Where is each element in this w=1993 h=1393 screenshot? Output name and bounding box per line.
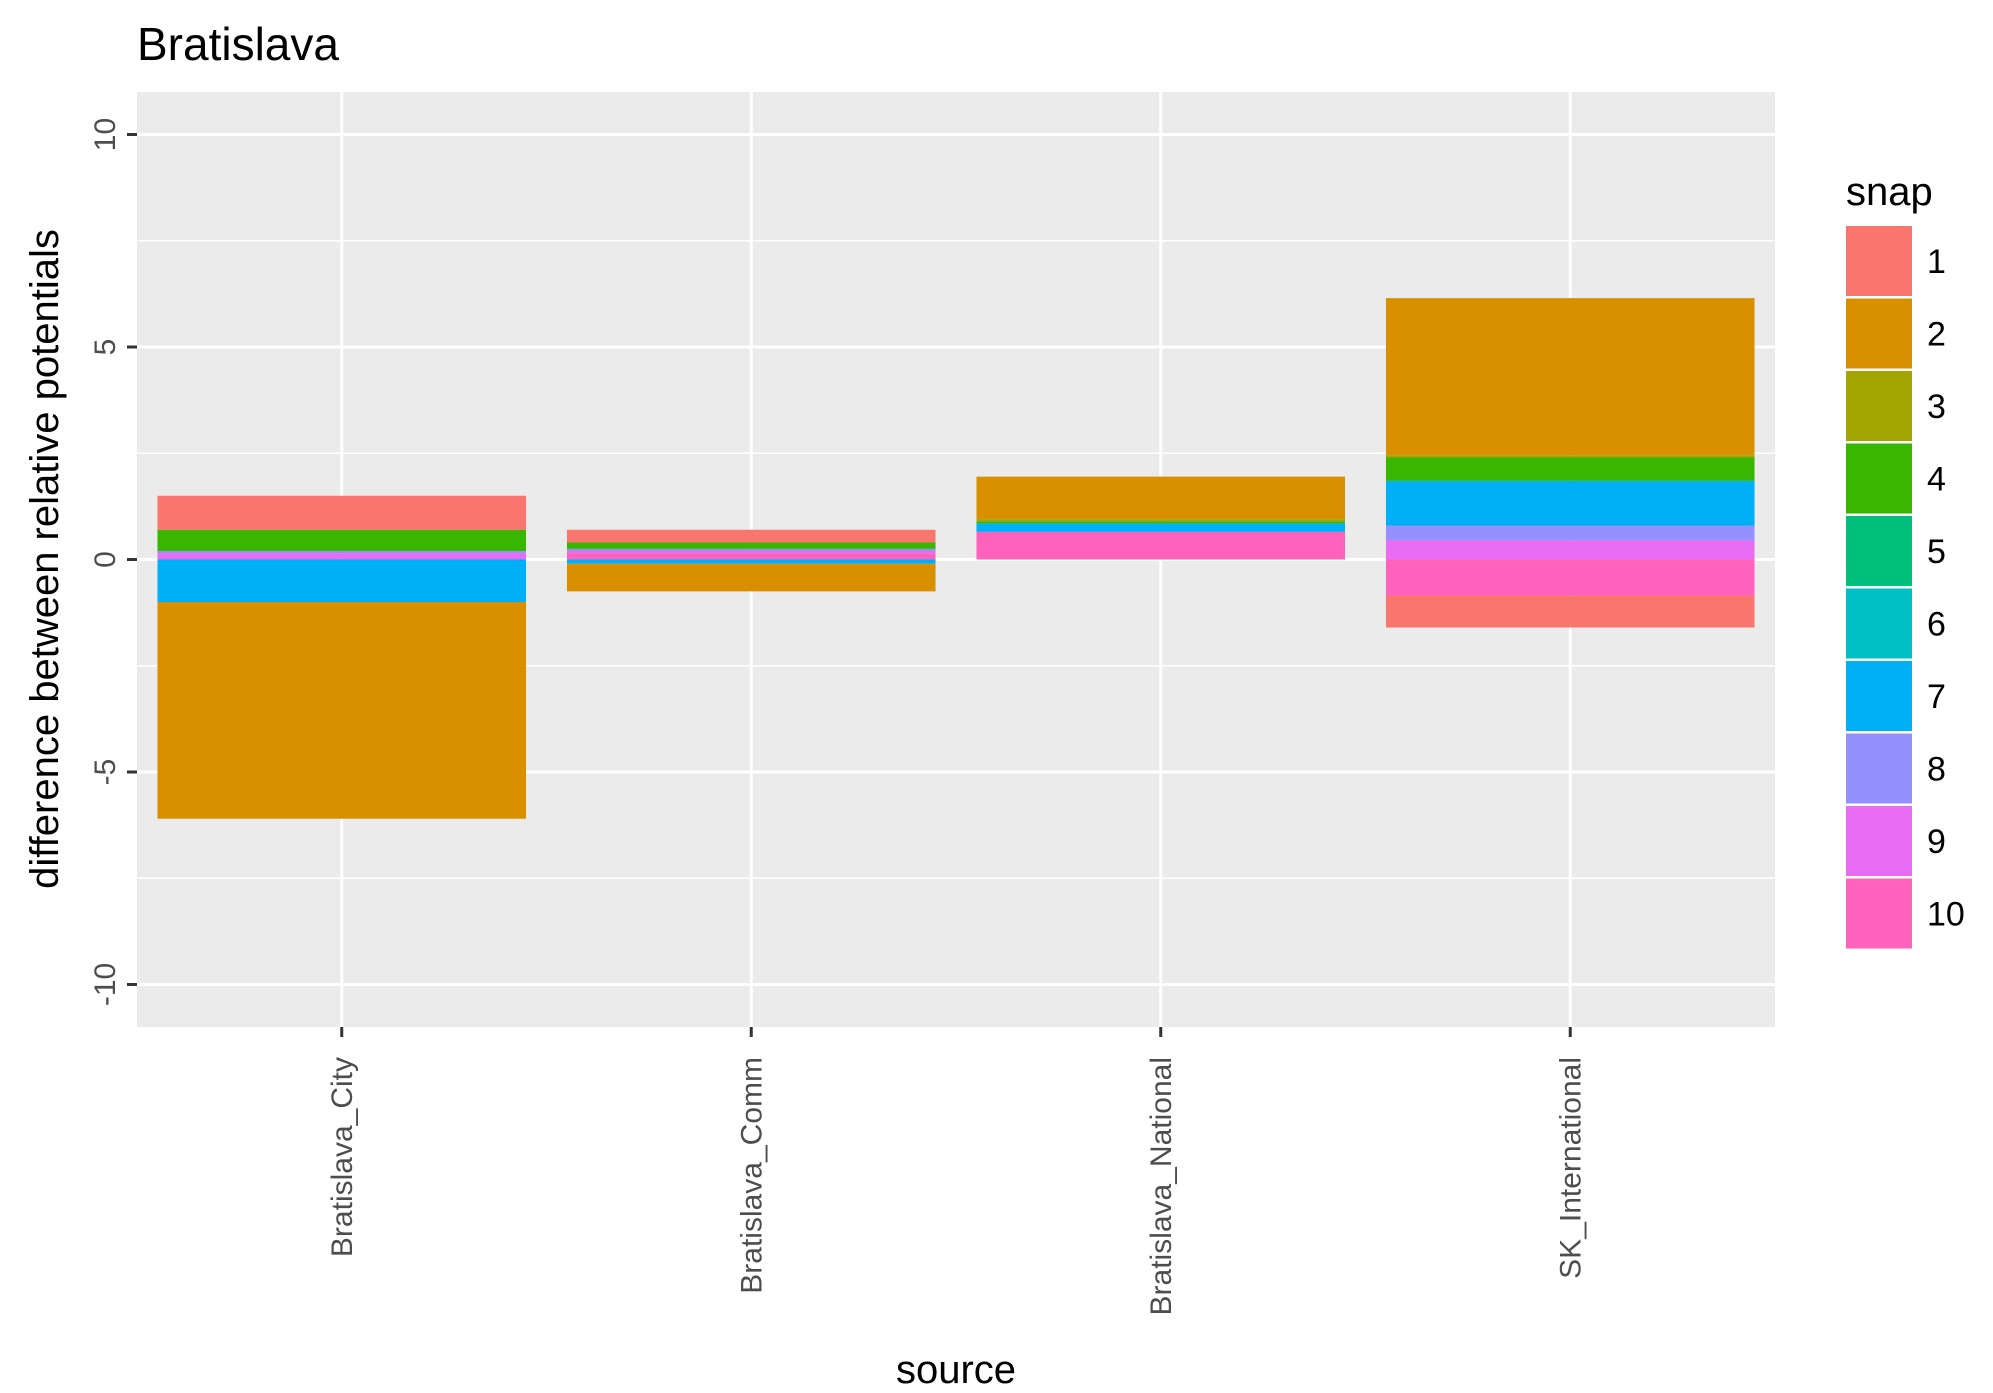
legend-key — [1846, 298, 1912, 369]
legend-key — [1846, 516, 1912, 586]
bar-segment — [976, 519, 1346, 522]
bar-segment — [157, 559, 527, 602]
bar-segment — [1385, 455, 1755, 458]
legend-label: 5 — [1927, 533, 1946, 571]
bar-segment — [976, 531, 1346, 560]
x-tick-label: SK_International — [1554, 1057, 1587, 1279]
bar-segment — [157, 495, 527, 530]
y-tick-label: 10 — [89, 118, 122, 151]
legend-key — [1846, 733, 1912, 804]
legend-label: 3 — [1927, 388, 1946, 426]
legend-label: 10 — [1927, 896, 1965, 934]
bar-segment — [1385, 559, 1755, 596]
x-tick-label: Bratislava_City — [326, 1057, 359, 1257]
bar-segment — [566, 529, 936, 543]
legend-key — [1846, 443, 1912, 514]
legend: snap 1 2 3 4 5 6 7 8 9 10 — [1846, 170, 1965, 949]
legend-key — [1846, 226, 1912, 296]
legend-key — [1846, 588, 1912, 659]
y-tick-label: -5 — [89, 759, 122, 786]
legend-title: snap — [1846, 170, 1933, 214]
legend-key — [1846, 371, 1912, 441]
bars — [157, 298, 1755, 819]
bar-segment — [1385, 457, 1755, 481]
bar-segment — [157, 551, 527, 554]
legend-label: 6 — [1927, 606, 1946, 644]
bar-segment — [157, 529, 527, 551]
legend-label: 7 — [1927, 678, 1946, 716]
bar-segment — [976, 523, 1346, 532]
legend-label: 2 — [1927, 316, 1946, 354]
y-tick-label: 5 — [89, 339, 122, 356]
bar-segment — [976, 521, 1346, 524]
legend-label: 9 — [1927, 823, 1946, 861]
bar-segment — [1385, 540, 1755, 560]
bar-segment — [1385, 298, 1755, 456]
x-tick-label: Bratislava_National — [1145, 1057, 1178, 1315]
bar-segment — [566, 559, 936, 564]
bar-segment — [566, 563, 936, 592]
x-tick-label: Bratislava_Comm — [735, 1057, 768, 1294]
legend-label: 8 — [1927, 751, 1946, 789]
legend-key — [1846, 878, 1912, 949]
bar-segment — [566, 551, 936, 554]
bar-segment — [566, 548, 936, 551]
y-axis-title: difference between relative potentials — [23, 229, 67, 889]
x-axis: Bratislava_City Bratislava_Comm Bratislava… — [326, 1027, 1587, 1315]
legend-label: 4 — [1927, 461, 1946, 499]
bar-segment — [566, 553, 936, 560]
bar-segment — [1385, 480, 1755, 526]
bar-segment — [976, 476, 1346, 520]
x-axis-title: source — [896, 1348, 1016, 1392]
legend-key — [1846, 661, 1912, 731]
y-tick-label: -10 — [89, 963, 122, 1006]
legend-key — [1846, 806, 1912, 876]
y-axis: -10 -5 0 5 10 — [89, 118, 137, 1006]
legend-label: 1 — [1927, 243, 1946, 281]
y-tick-label: 0 — [89, 551, 122, 568]
bar-segment — [566, 542, 936, 549]
bar-segment — [1385, 525, 1755, 541]
bar-segment — [157, 602, 527, 819]
bar-segment — [1385, 595, 1755, 628]
chart-title: Bratislava — [137, 18, 339, 70]
bar-segment — [157, 553, 527, 560]
